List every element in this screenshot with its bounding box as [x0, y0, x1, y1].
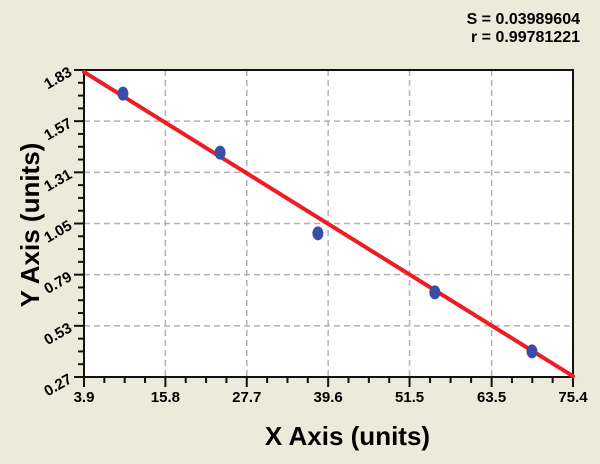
y-tick-label: 1.05 [41, 217, 75, 246]
y-tick-label: 0.79 [41, 268, 75, 297]
y-tick-label: 1.83 [41, 64, 75, 93]
stat-correlation: r = 0.99781221 [471, 29, 580, 46]
y-tick-label: 0.53 [41, 320, 75, 349]
plot-frame [83, 69, 574, 378]
data-point [526, 344, 538, 359]
y-tick-label: 0.27 [41, 371, 75, 400]
stat-standard-error: S = 0.03989604 [466, 11, 580, 28]
x-tick-label: 3.9 [74, 389, 95, 406]
data-point [214, 145, 226, 160]
regression-line [82, 69, 575, 379]
x-tick-label: 75.4 [558, 389, 588, 406]
x-tick-label: 27.7 [232, 389, 261, 406]
x-tick-label: 39.6 [314, 389, 343, 406]
x-tick-label: 51.5 [395, 389, 424, 406]
y-tick-label: 1.31 [41, 166, 75, 195]
x-tick-label: 63.5 [477, 389, 506, 406]
data-point [312, 226, 324, 241]
data-point [117, 86, 129, 101]
y-tick-label: 1.57 [41, 115, 75, 144]
y-axis-title: Y Axis (units) [15, 142, 45, 308]
x-tick-label: 15.8 [151, 389, 180, 406]
x-axis-title: X Axis (units) [264, 421, 431, 451]
data-point [429, 285, 441, 300]
fit-statistics: S = 0.03989604 r = 0.99781221 [467, 11, 580, 47]
